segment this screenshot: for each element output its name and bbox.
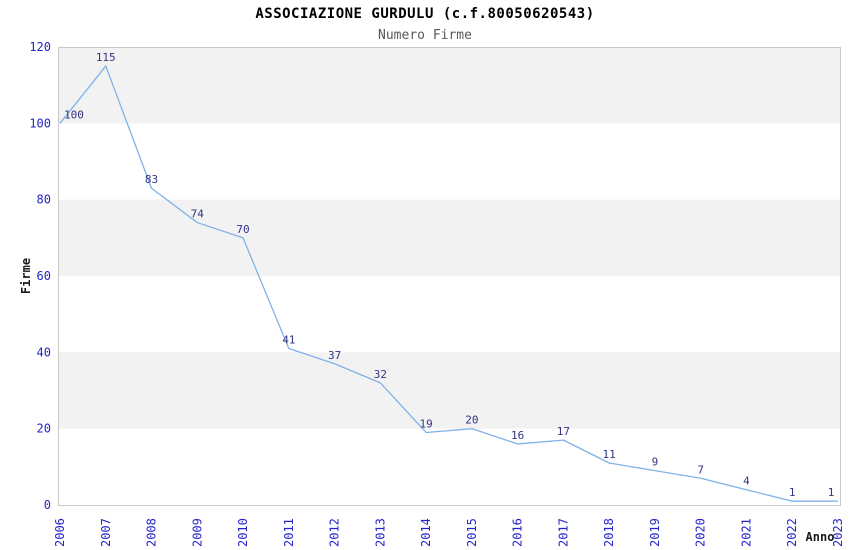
y-tick-label: 60 [37, 269, 51, 283]
x-tick-label: 2006 [53, 518, 67, 547]
x-tick-label: 2013 [373, 518, 387, 547]
plot-band [58, 352, 840, 429]
x-tick-label: 2007 [99, 518, 113, 547]
data-label: 115 [96, 51, 116, 64]
plot-border [58, 47, 841, 506]
x-tick-label: 2009 [190, 518, 204, 547]
x-tick-label: 2011 [282, 518, 296, 547]
data-label: 83 [145, 173, 158, 186]
data-label: 9 [652, 456, 659, 469]
x-tick-label: 2018 [602, 518, 616, 547]
data-label: 7 [697, 463, 704, 476]
y-tick-label: 80 [37, 193, 51, 207]
chart-title: ASSOCIAZIONE GURDULU (c.f.80050620543) [255, 6, 595, 22]
data-label: 70 [236, 223, 249, 236]
chart-subtitle: Numero Firme [378, 28, 472, 43]
plot-band [58, 199, 840, 276]
x-tick-label: 2012 [328, 518, 342, 547]
x-tick-label: 2021 [739, 518, 753, 547]
x-tick-label: 2008 [145, 518, 159, 547]
data-label: 11 [603, 448, 616, 461]
x-tick-label: 2020 [694, 518, 708, 547]
data-label: 1 [789, 486, 796, 499]
data-label: 100 [64, 108, 84, 121]
data-label: 37 [328, 349, 341, 362]
y-tick-label: 20 [37, 422, 51, 436]
data-label: 16 [511, 429, 524, 442]
data-label: 74 [191, 208, 205, 221]
y-tick-label: 120 [29, 40, 51, 54]
y-tick-label: 40 [37, 345, 51, 359]
data-label: 20 [465, 414, 478, 427]
x-tick-label: 2015 [465, 518, 479, 547]
data-label: 17 [557, 425, 570, 438]
data-label: 1 [828, 486, 835, 499]
x-tick-label: 2016 [511, 518, 525, 547]
series-line [59, 65, 838, 502]
x-tick-label: 2017 [556, 518, 570, 547]
y-tick-label: 100 [29, 116, 51, 130]
y-tick-label: 0 [44, 498, 51, 512]
x-tick-label: 2014 [419, 518, 433, 547]
x-tick-label: 2022 [785, 518, 799, 547]
x-axis-title: Anno [805, 530, 835, 544]
plot-band [58, 47, 840, 124]
x-tick-label: 2019 [648, 518, 662, 547]
data-label: 19 [419, 417, 432, 430]
data-label: 4 [743, 475, 750, 488]
x-tick-label: 2023 [831, 518, 845, 547]
data-label: 32 [374, 368, 387, 381]
data-label: 41 [282, 334, 295, 347]
x-tick-label: 2010 [236, 518, 250, 547]
